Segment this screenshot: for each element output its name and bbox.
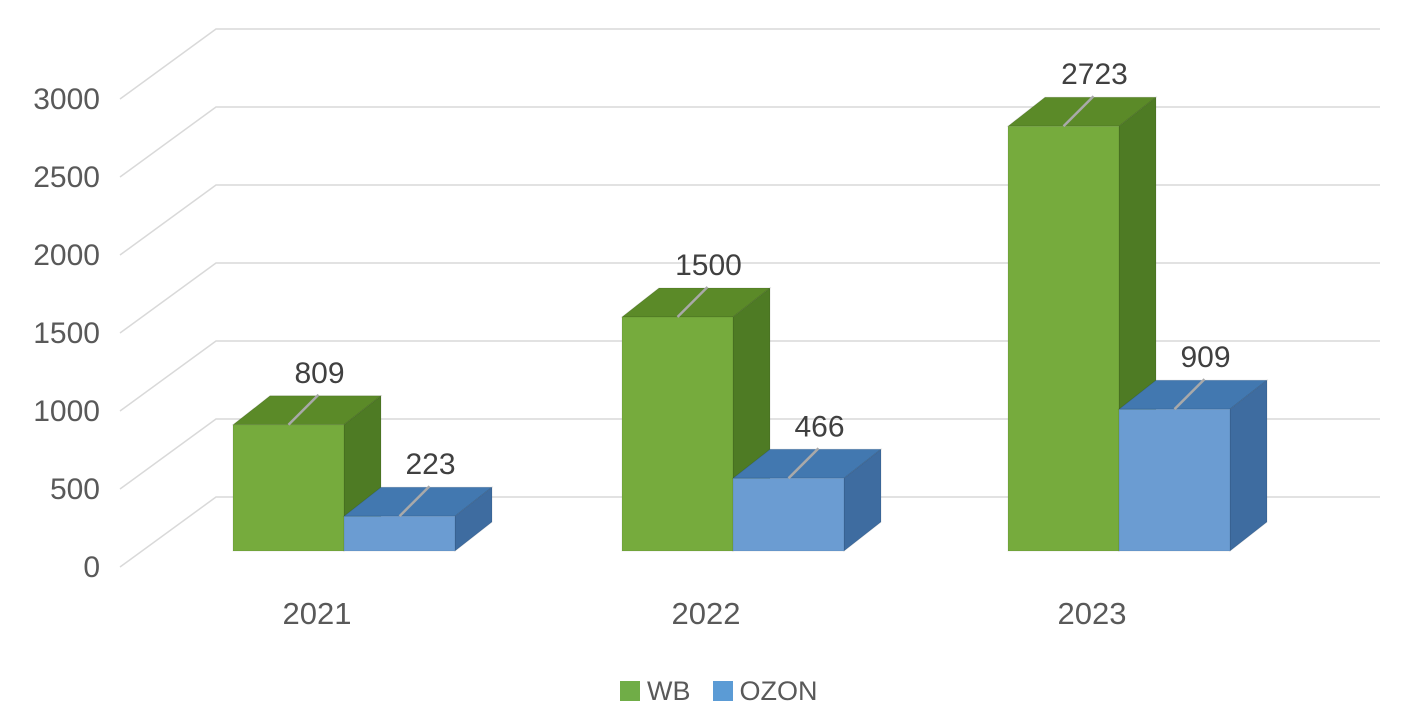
leader-line-ozon-2023	[1173, 378, 1206, 411]
y-axis-label-1000: 1000	[33, 395, 100, 428]
gridline-3000	[119, 28, 1380, 100]
y-axis-label-1500: 1500	[33, 317, 100, 350]
bar-side-face	[1229, 379, 1268, 553]
y-axis-label-500: 500	[50, 473, 100, 506]
y-axis-label-3000: 3000	[33, 83, 100, 116]
leader-line-wb-2022	[676, 286, 709, 318]
legend-label-ozon: OZON	[739, 676, 818, 706]
gridline-2000	[119, 184, 1380, 256]
y-axis-label-0: 0	[83, 551, 100, 584]
bar-ozon-2022	[731, 448, 883, 553]
gridline-500	[119, 418, 1380, 490]
bar-front-face	[1007, 125, 1120, 552]
data-label-ozon-2022: 466	[794, 410, 844, 443]
data-label-ozon-2023: 909	[1180, 341, 1230, 374]
gridlines-layer	[119, 28, 1380, 568]
leader-line-wb-2021	[287, 393, 320, 426]
bar-front-face	[343, 515, 456, 552]
legend-swatch-wb-icon	[620, 681, 640, 701]
x-axis-label-2023: 2023	[1058, 596, 1127, 631]
legend-swatch-ozon-icon	[712, 681, 733, 701]
gridline-1000	[119, 340, 1380, 412]
bar-ozon-2023	[1117, 379, 1269, 553]
bars-layer	[231, 96, 1269, 553]
data-label-ozon-2021: 223	[405, 448, 455, 481]
leader-line-ozon-2022	[787, 447, 820, 480]
data-label-wb-2021: 809	[294, 357, 344, 390]
gridline-0	[119, 496, 1380, 568]
legend-item-wb: WB	[620, 676, 691, 706]
data-label-wb-2023: 2723	[1061, 58, 1128, 91]
gridline-1500	[119, 262, 1380, 334]
gridline-2500	[119, 106, 1380, 178]
data-label-wb-2022: 1500	[675, 249, 742, 282]
y-axis-label-2500: 2500	[33, 161, 100, 194]
axis-labels-layer: 0 500 1000 1500 2000 2500 3000 2021 2022 2023	[33, 83, 1126, 631]
legend-item-ozon: OZON	[712, 676, 818, 706]
bar-ozon-2021	[342, 486, 494, 553]
bar-front-face	[232, 424, 345, 552]
bar-front-face	[1118, 408, 1231, 552]
chart-legend: WB OZON	[620, 676, 818, 706]
x-axis-label-2022: 2022	[672, 596, 741, 631]
data-labels-layer: 809 223 1500 466 2723 909	[287, 58, 1231, 518]
bar-front-face	[621, 316, 734, 552]
y-axis-label-2000: 2000	[33, 239, 100, 272]
legend-label-wb: WB	[647, 676, 691, 706]
x-axis-label-2021: 2021	[283, 596, 352, 631]
leader-line-wb-2023	[1062, 95, 1095, 128]
bar-front-face	[732, 477, 845, 552]
leader-line-ozon-2021	[398, 485, 431, 518]
